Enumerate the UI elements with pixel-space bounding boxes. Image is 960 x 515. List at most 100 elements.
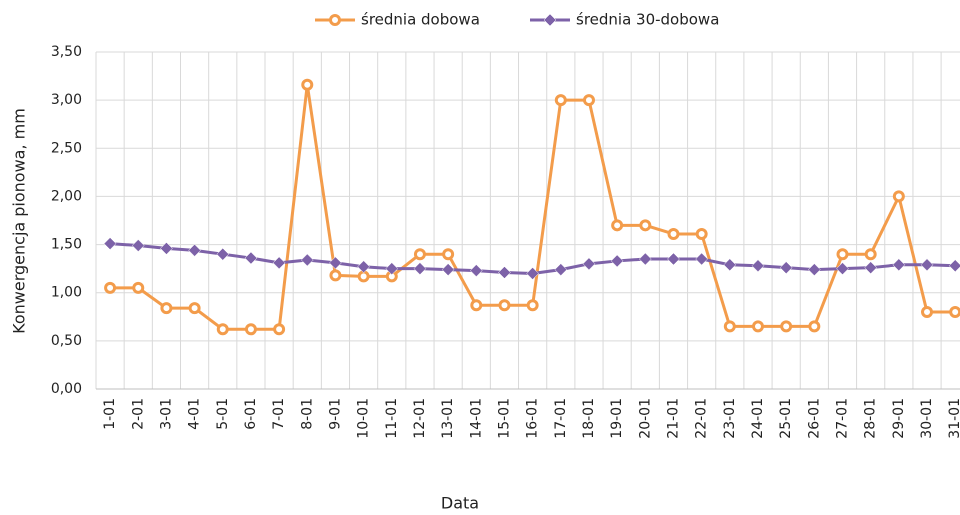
x-tick-label: 26-01 — [806, 398, 822, 439]
x-tick-label: 25-01 — [778, 398, 794, 439]
data-point — [864, 248, 877, 261]
data-point — [864, 261, 878, 275]
data-point — [469, 264, 483, 277]
x-axis-title: Data — [441, 494, 479, 513]
legend-marker — [329, 14, 341, 26]
data-point — [131, 239, 145, 252]
x-tick-label: 22-01 — [694, 398, 710, 439]
data-point — [582, 257, 596, 271]
data-point — [638, 252, 652, 266]
data-point — [836, 262, 849, 275]
data-point — [751, 259, 765, 273]
data-point — [104, 281, 117, 294]
y-tick-label: 2,00 — [51, 188, 82, 204]
data-point — [892, 190, 905, 203]
data-point — [329, 269, 342, 282]
x-tick-label: 3-01 — [158, 398, 174, 430]
data-point — [948, 259, 960, 273]
legend-label: średnia 30-dobowa — [576, 11, 719, 29]
data-point — [385, 262, 399, 275]
data-point — [413, 248, 426, 261]
data-point — [413, 262, 427, 275]
y-tick-label: 1,00 — [51, 285, 82, 301]
x-tick-label: 2-01 — [130, 398, 146, 430]
data-point — [554, 94, 567, 107]
legend-marker — [543, 13, 557, 27]
y-tick-label: 3,50 — [51, 44, 82, 60]
data-point — [611, 219, 624, 232]
x-tick-label: 27-01 — [835, 398, 851, 439]
data-point — [498, 266, 511, 279]
data-point — [780, 320, 793, 333]
x-tick-label: 10-01 — [356, 398, 372, 439]
data-point — [272, 256, 286, 270]
data-point — [582, 94, 595, 107]
data-point — [892, 258, 906, 272]
data-point — [751, 320, 764, 333]
data-point — [807, 263, 821, 276]
data-point — [132, 281, 145, 294]
x-tick-label: 29-01 — [891, 398, 907, 439]
x-tick-label: 4-01 — [187, 398, 203, 430]
data-point — [188, 302, 201, 315]
data-point — [160, 242, 173, 255]
x-tick-label: 31-01 — [947, 398, 960, 439]
x-tick-label: 21-01 — [665, 398, 681, 439]
x-tick-label: 13-01 — [440, 398, 456, 439]
x-tick-label: 30-01 — [919, 398, 935, 439]
data-point — [526, 299, 539, 312]
data-point — [920, 258, 934, 272]
data-point — [498, 299, 511, 312]
x-tick-label: 18-01 — [581, 398, 597, 439]
x-tick-label: 16-01 — [525, 398, 541, 439]
x-tick-label: 9-01 — [327, 398, 343, 430]
data-point — [160, 302, 173, 315]
data-point — [357, 270, 370, 283]
legend-label: średnia dobowa — [361, 11, 480, 29]
data-point — [470, 299, 483, 312]
y-tick-label: 0,00 — [51, 381, 82, 397]
data-point — [949, 305, 960, 318]
x-tick-label: 1-01 — [102, 398, 118, 430]
x-tick-label: 15-01 — [496, 398, 512, 439]
data-point — [357, 260, 370, 274]
x-tick-label: 11-01 — [384, 398, 400, 439]
y-tick-label: 1,50 — [51, 237, 82, 253]
x-tick-label: 8-01 — [299, 398, 315, 430]
data-point — [216, 323, 229, 336]
data-point — [779, 261, 793, 275]
x-tick-label: 7-01 — [271, 398, 287, 430]
data-point — [639, 219, 652, 232]
data-point — [244, 323, 257, 336]
data-point — [667, 227, 680, 240]
data-point — [836, 248, 849, 261]
x-tick-label: 6-01 — [243, 398, 259, 430]
y-tick-label: 2,50 — [51, 140, 82, 156]
data-point — [442, 248, 455, 261]
y-tick-label: 0,50 — [51, 333, 82, 349]
data-point — [188, 243, 201, 257]
y-tick-label: 3,00 — [51, 92, 82, 108]
data-point — [921, 305, 934, 318]
data-point — [329, 256, 342, 270]
x-tick-label: 17-01 — [553, 398, 569, 439]
data-point — [526, 267, 539, 280]
data-point — [554, 263, 568, 276]
y-axis-title: Konwergencja pionowa, mm — [10, 108, 29, 334]
data-point — [441, 263, 455, 276]
data-point — [723, 258, 737, 272]
data-point — [610, 254, 624, 268]
x-tick-label: 24-01 — [750, 398, 766, 439]
data-point — [808, 320, 821, 333]
data-point — [301, 78, 314, 91]
data-point — [216, 247, 230, 261]
x-tick-label: 5-01 — [215, 398, 231, 430]
data-point — [103, 237, 117, 250]
data-point — [300, 253, 314, 267]
data-point — [695, 252, 709, 266]
x-tick-label: 23-01 — [722, 398, 738, 439]
data-point — [273, 323, 286, 336]
data-point — [244, 251, 258, 265]
